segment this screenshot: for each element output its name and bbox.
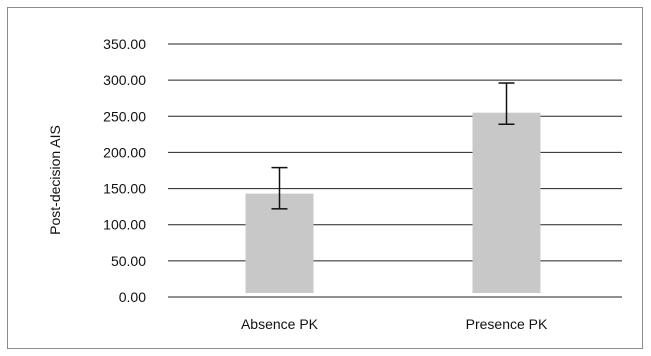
x-category-label: Presence PK bbox=[466, 316, 548, 332]
y-tick-label: 200.00 bbox=[103, 144, 146, 160]
x-category-label: Absence PK bbox=[241, 316, 319, 332]
error-bars bbox=[271, 82, 515, 210]
y-axis-title: Post-decision AIS bbox=[47, 125, 63, 235]
y-tick-label: 100.00 bbox=[103, 217, 146, 233]
gridlines bbox=[168, 43, 622, 298]
y-tick-label: 0.00 bbox=[119, 289, 146, 305]
bars bbox=[245, 112, 541, 294]
y-tick-labels: 0.00 50.00 100.00 150.00 200.00 250.00 300.00 3… bbox=[103, 36, 146, 305]
category-labels: Absence PK Presence PK bbox=[241, 316, 548, 332]
y-tick-label: 300.00 bbox=[103, 72, 146, 88]
y-tick-label: 50.00 bbox=[111, 253, 146, 269]
y-tick-label: 150.00 bbox=[103, 181, 146, 197]
bar bbox=[245, 193, 314, 293]
y-tick-label: 350.00 bbox=[103, 36, 146, 52]
bar bbox=[472, 112, 541, 294]
y-tick-label: 250.00 bbox=[103, 108, 146, 124]
